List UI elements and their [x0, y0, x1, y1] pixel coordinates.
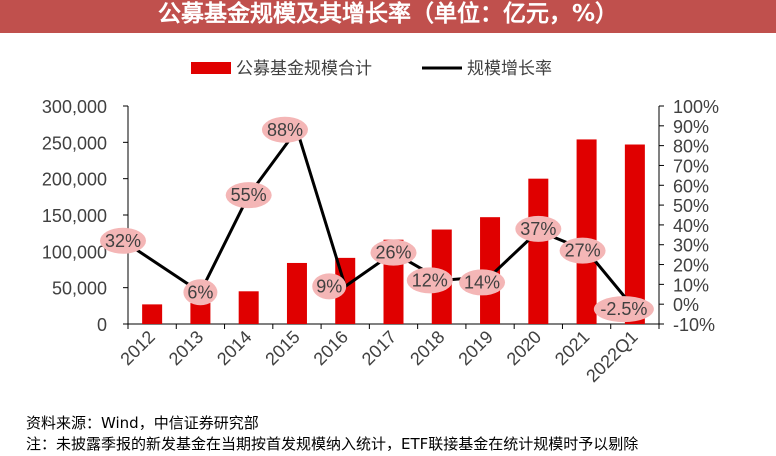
data-label-bubble — [515, 215, 562, 242]
x-tick-label: 2018 — [406, 327, 448, 369]
y-right-tick-label: 20% — [673, 256, 709, 276]
legend-bar-label: 公募基金规模合计 — [236, 59, 372, 78]
data-label: 32% — [105, 231, 141, 251]
bar-2020 — [528, 178, 549, 324]
data-label: 9% — [316, 276, 342, 296]
data-label-bubble — [225, 182, 272, 209]
y-left-tick-label: 100,000 — [42, 242, 107, 262]
legend: 公募基金规模合计 规模增长率 — [191, 59, 552, 78]
x-tick-label: 2019 — [454, 327, 496, 369]
x-tick-label: 2017 — [358, 327, 400, 369]
y-right-tick-label: 0% — [673, 295, 699, 315]
legend-bar-swatch — [191, 62, 231, 74]
x-tick-label: 2012 — [117, 327, 159, 369]
data-label-bubble — [559, 237, 606, 264]
data-label-bubble — [593, 296, 654, 323]
data-label-bubble — [459, 269, 506, 296]
x-tick-label: 2013 — [165, 327, 207, 369]
y-left-tick-label: 200,000 — [42, 170, 107, 190]
data-label-bubble — [100, 227, 146, 254]
x-tick-label: 2015 — [261, 327, 303, 369]
data-label-bubble — [183, 279, 218, 306]
y-right-tick-label: 10% — [673, 275, 709, 295]
y-left-tick-label: 0 — [97, 315, 107, 335]
data-label: -2.5% — [600, 299, 647, 319]
data-label-bubble — [312, 273, 347, 300]
y-right-tick-label: 60% — [673, 176, 709, 196]
bar-2015 — [286, 262, 307, 324]
data-label-bubble — [261, 116, 308, 143]
bar-2014 — [238, 291, 259, 324]
y-right-tick-label: 50% — [673, 196, 709, 216]
bar-2022Q1 — [624, 144, 645, 324]
y-right-tick-label: 100% — [673, 97, 719, 117]
y-left-tick-label: 150,000 — [42, 206, 107, 226]
x-tick-label: 2014 — [213, 327, 255, 369]
data-label: 55% — [231, 185, 267, 205]
data-label: 88% — [267, 120, 303, 140]
data-label: 14% — [464, 272, 500, 292]
legend-line-label: 规模增长率 — [467, 59, 552, 78]
data-label: 26% — [375, 243, 411, 263]
data-label: 27% — [565, 241, 601, 261]
y-left-tick-label: 50,000 — [52, 279, 107, 299]
y-right-tick-label: -10% — [673, 315, 715, 335]
y-right-tick-label: 40% — [673, 216, 709, 236]
x-tick-label: 2021 — [551, 327, 593, 369]
bar-2021 — [576, 139, 597, 324]
fund-scale-chart: 公募基金规模合计 规模增长率 0 50,000 100,000 150,000 200,… — [42, 59, 719, 386]
data-label: 37% — [520, 219, 556, 239]
bar-2013 — [190, 302, 211, 324]
x-tick-label: 2016 — [310, 327, 352, 369]
data-label: 6% — [187, 282, 213, 302]
data-label-bubble — [406, 267, 453, 294]
x-tick-label: 2022Q1 — [582, 327, 641, 386]
y-left-tick-label: 250,000 — [42, 133, 107, 153]
y-left-tick-label: 300,000 — [42, 97, 107, 117]
footnote: 注：未披露季报的新发基金在当期按首发规模纳入统计，ETF联接基金在统计规模时予以… — [26, 435, 639, 453]
y-right-tick-label: 90% — [673, 117, 709, 137]
x-tick-label: 2020 — [503, 327, 545, 369]
data-label: 12% — [412, 270, 448, 290]
y-right-tick-label: 80% — [673, 137, 709, 157]
source-note: 资料来源：Wind，中信证券研究部 — [26, 414, 259, 432]
chart-title: 公募基金规模及其增长率（单位：亿元，%） — [0, 0, 776, 33]
bar-2012 — [142, 304, 163, 324]
y-right-tick-label: 30% — [673, 236, 709, 256]
data-label-bubble — [370, 239, 417, 266]
y-right-tick-label: 70% — [673, 156, 709, 176]
